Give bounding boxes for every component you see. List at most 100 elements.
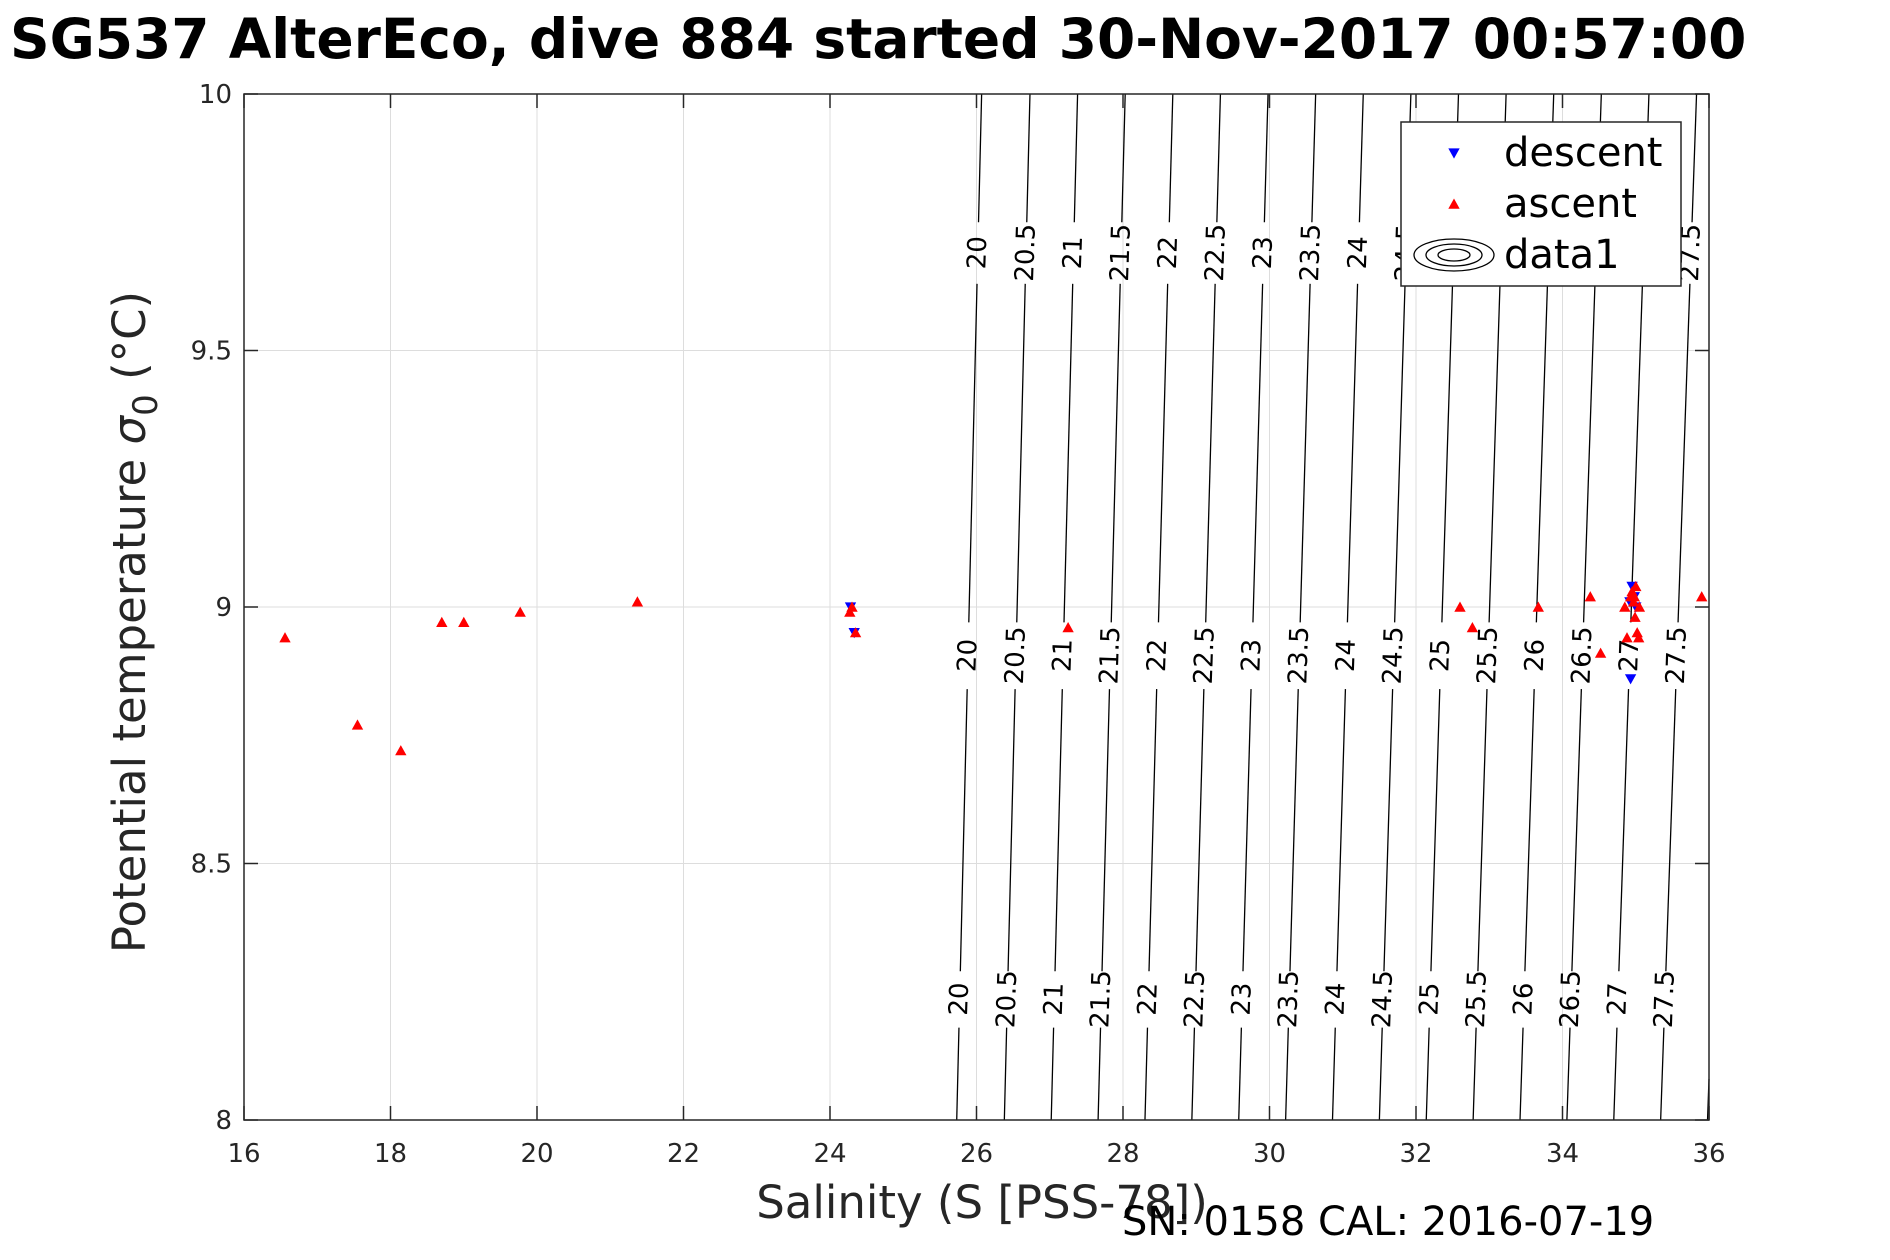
legend-label-ascent: ascent [1504, 181, 1637, 227]
ascent-point [1466, 621, 1479, 633]
isopycnal-line [1205, 283, 1216, 623]
isopycnal-label: 26.5 [1555, 970, 1587, 1029]
isopycnal-line [1016, 283, 1026, 623]
isopycnal-line [1148, 689, 1158, 972]
isopycnal-line [1054, 689, 1063, 972]
ascent-point [1619, 601, 1631, 612]
isopycnal-label: 23.5 [1283, 626, 1315, 685]
isopycnal-label: 25.5 [1472, 626, 1504, 685]
y-tick-label: 10 [199, 80, 232, 110]
ascent-point [458, 616, 470, 627]
isopycnal-label: 21 [1039, 982, 1070, 1016]
isopycnal-label: 23 [1236, 638, 1267, 672]
legend-contour-symbol [1425, 243, 1483, 267]
isopycnal-label: 24.5 [1367, 970, 1399, 1029]
x-tick-label: 34 [1546, 1139, 1579, 1169]
isopycnal-label: 23.5 [1273, 970, 1305, 1029]
isopycnal-label: 24.5 [1378, 626, 1410, 685]
isopycnal-line [1519, 1027, 1524, 1121]
isopycnal-label: 25.5 [1461, 970, 1493, 1029]
isopycnal-line [1168, 93, 1174, 223]
isopycnal-line [1691, 93, 1698, 223]
ascent-point [1062, 621, 1074, 633]
ascent-point [631, 596, 644, 607]
isopycnal-label: 25 [1414, 982, 1445, 1016]
isopycnal-label: 27 [1614, 638, 1645, 672]
legend-label-data1: data1 [1504, 232, 1620, 278]
isopycnal-line [1425, 1027, 1430, 1121]
ascent-point [1633, 632, 1645, 643]
isopycnal-line [1535, 283, 1549, 623]
isopycnal-label: 22 [1142, 638, 1173, 672]
isopycnal-line [1524, 689, 1535, 972]
isopycnal-label: 27 [1602, 982, 1633, 1016]
ascent-point [436, 616, 448, 627]
isopycnal-line [1191, 1027, 1196, 1121]
isopycnal-line [1195, 689, 1205, 972]
isopycnal-line [1242, 689, 1252, 972]
isopycnal-label: 27.5 [1661, 626, 1693, 685]
isopycnal-line [1613, 1027, 1618, 1121]
isopycnal-label: 26 [1520, 638, 1551, 672]
isopycnal-label: 20 [944, 982, 975, 1016]
descent-point [1624, 674, 1637, 685]
isopycnal-label: 20 [962, 236, 993, 270]
isopycnal-label: 20 [952, 638, 983, 672]
data-markers [279, 580, 1708, 756]
legend-contour-symbol [1413, 238, 1495, 272]
ascent-point [1584, 591, 1596, 602]
isopycnal-label: 26.5 [1567, 626, 1599, 685]
isopycnal-line [1472, 1027, 1477, 1121]
isopycnal-line [1358, 93, 1364, 223]
ascent-point [1621, 632, 1633, 643]
legend-box [1400, 121, 1682, 287]
isopycnal-label: 20.5 [1000, 626, 1032, 685]
isopycnal-line [1101, 689, 1111, 972]
isopycnal-line [1110, 283, 1121, 623]
isopycnal-line [1003, 1027, 1008, 1121]
y-axis-label: Potential temperature σ0 (°C) [103, 291, 166, 953]
isopycnal-label: 25 [1425, 638, 1456, 672]
isopycnal-line [1566, 1027, 1571, 1121]
isopycnal-line [1630, 283, 1644, 623]
ascent-point [395, 745, 407, 756]
ascent-point [844, 606, 856, 617]
isopycnal-line [1660, 1027, 1665, 1121]
ascent-point [846, 601, 858, 612]
axes: 16 18 20 22 24 26 28 30 32 34 36 8 8.5 9 9.5 10 [191, 80, 1726, 1169]
isopycnal-line [1284, 1027, 1289, 1121]
isopycnal-line [1263, 93, 1269, 223]
isopycnal-line [1331, 1027, 1336, 1121]
x-tick-label: 18 [374, 1139, 407, 1169]
isopycnal-line [1477, 689, 1488, 972]
isopycnal-line [1073, 93, 1079, 223]
ascent-point [1532, 601, 1544, 612]
isopycnal-label: 23 [1227, 982, 1258, 1016]
legend-label-descent: descent [1504, 130, 1662, 176]
isopycnal-label: 22.5 [1189, 626, 1221, 685]
ascent-point [1454, 601, 1466, 612]
isopycnal-line [1677, 283, 1691, 623]
isopycnal-label: 27.5 [1649, 970, 1681, 1029]
x-tick-label: 36 [1692, 1139, 1725, 1169]
isopycnal-line [1336, 689, 1347, 972]
isopycnal-line [1582, 283, 1596, 623]
isopycnal-label: 22 [1133, 982, 1164, 1016]
isopycnal-line [1571, 689, 1583, 972]
isopycnal-label: 26 [1508, 982, 1539, 1016]
isopycnal-line [1311, 93, 1317, 223]
isopycnal-label: 24 [1331, 638, 1362, 672]
isopycnal-label: 20.5 [991, 970, 1023, 1029]
isopycnal-label: 24 [1321, 982, 1352, 1016]
ascent-point [514, 606, 526, 617]
isopycnal-line [968, 283, 978, 623]
y-tick-label: 9.5 [191, 337, 232, 367]
chart-title: SG537 AlterEco, dive 884 started 30-Nov-… [10, 7, 1747, 71]
x-axis-label: Salinity (S [PSS-78]) [756, 1176, 1208, 1229]
isopycnal-line [1144, 1027, 1149, 1121]
x-tick-label: 16 [227, 1139, 260, 1169]
isopycnal-line [1050, 1027, 1055, 1121]
ascent-point [1633, 601, 1646, 612]
isopycnal-line [1394, 283, 1406, 623]
